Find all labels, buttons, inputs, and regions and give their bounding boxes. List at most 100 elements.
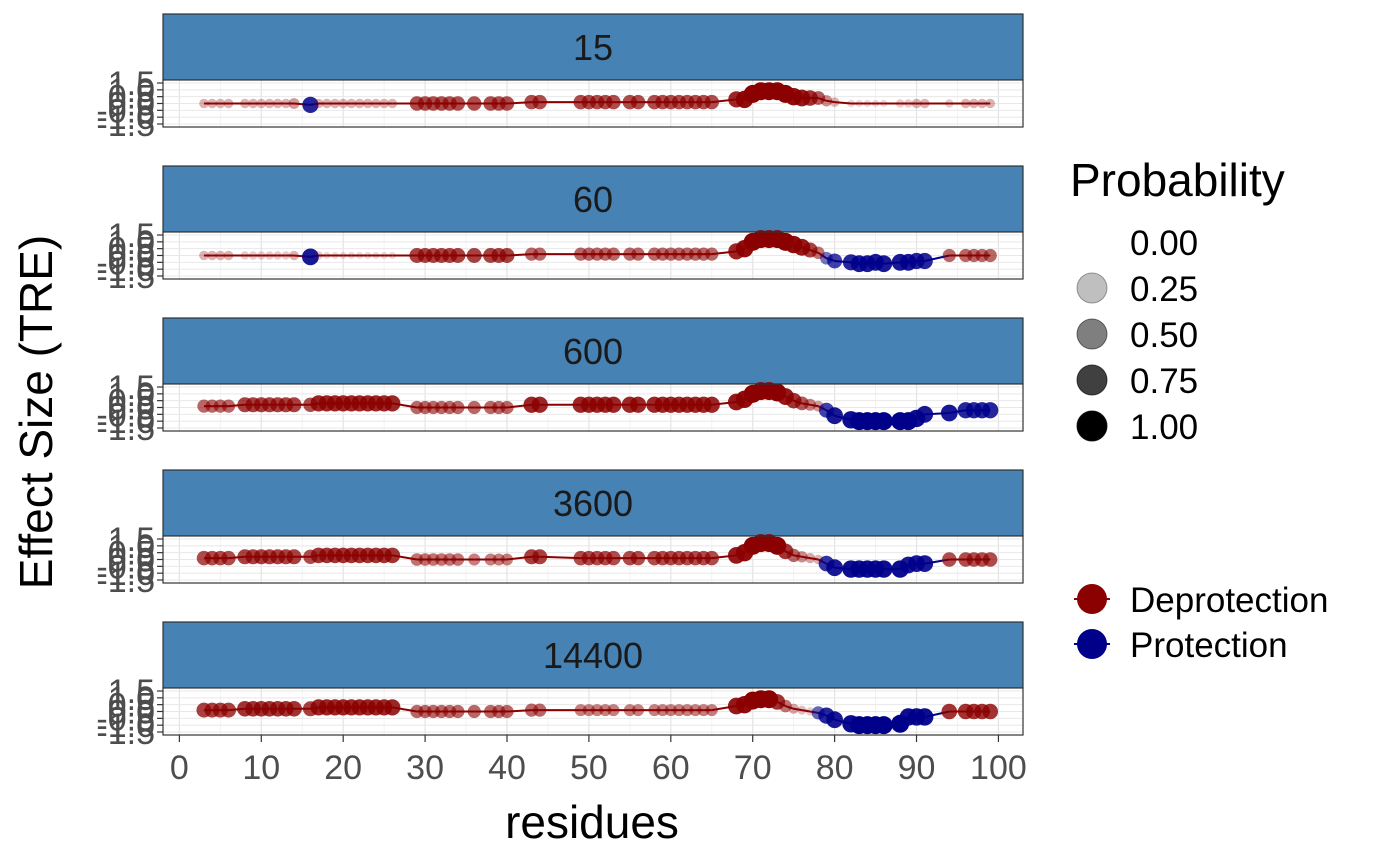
data-point (215, 250, 226, 261)
x-tick-label: 10 (242, 749, 280, 787)
legend-probability-label: 0.75 (1130, 362, 1198, 401)
y-tick-label: -1.5 (96, 106, 155, 144)
facet-strip (162, 13, 1024, 81)
y-tick-label: 0.0 (108, 86, 155, 124)
data-point (302, 248, 319, 266)
y-axis-title: Effect Size (TRE) (10, 235, 62, 589)
y-tick-label: 0.0 (108, 694, 155, 732)
series-line-segment (809, 557, 819, 561)
data-point (380, 251, 388, 260)
data-point (855, 99, 863, 108)
data-point (983, 248, 997, 263)
legend-type-label: Deprotection (1130, 581, 1328, 620)
data-point (500, 400, 514, 415)
data-point (874, 716, 893, 735)
data-point (240, 98, 250, 109)
y-tick-label: 0.5 (108, 535, 155, 573)
data-point (705, 704, 718, 717)
data-point (207, 250, 217, 261)
panel-border (162, 535, 1024, 584)
legend-type-key (1077, 629, 1107, 659)
data-point (221, 550, 236, 566)
y-tick-label: -1.0 (96, 707, 155, 745)
data-point (632, 704, 645, 717)
y-tick-label: 1.5 (108, 673, 155, 711)
data-point (314, 251, 323, 260)
data-point (265, 251, 274, 260)
data-point (916, 252, 933, 270)
data-point (257, 251, 266, 260)
data-point (286, 549, 302, 565)
y-tick-label: -0.5 (96, 548, 155, 586)
y-tick-label: -1.0 (96, 555, 155, 593)
y-tick-label: -1.5 (96, 562, 155, 600)
data-point (788, 703, 799, 714)
data-point (355, 251, 364, 260)
data-point (826, 559, 844, 577)
data-point (384, 547, 401, 564)
data-point (606, 247, 621, 261)
data-point (985, 98, 996, 109)
data-point (223, 250, 234, 261)
data-point (467, 96, 482, 111)
data-point (811, 91, 826, 105)
series-line-segment (793, 707, 803, 712)
legend-type-key (1077, 584, 1107, 614)
data-point (605, 396, 622, 413)
data-point (240, 251, 250, 260)
legend-probability-key (1076, 318, 1108, 350)
x-tick-label: 30 (406, 749, 444, 787)
series-line-segment (801, 709, 811, 713)
data-point (281, 98, 291, 109)
data-point (468, 553, 481, 566)
y-tick-label: -1.5 (96, 410, 155, 448)
data-point (704, 94, 719, 110)
data-point (631, 247, 645, 261)
data-point (248, 251, 258, 260)
x-tick-label: 100 (970, 749, 1027, 787)
data-point (499, 96, 515, 111)
data-point (797, 705, 807, 715)
data-point (221, 399, 236, 413)
data-point (272, 98, 283, 109)
data-point (467, 704, 481, 719)
y-tick-label: 0.0 (108, 238, 155, 276)
data-point (388, 251, 396, 260)
data-point (451, 704, 465, 719)
data-point (313, 98, 324, 109)
data-point (982, 402, 999, 419)
data-point (826, 711, 844, 729)
y-tick-label: 1.5 (108, 217, 155, 255)
y-tick-label: -0.5 (96, 700, 155, 738)
legend-probability-label: 0.25 (1130, 270, 1198, 309)
data-point (779, 699, 792, 713)
data-point (969, 98, 979, 109)
data-point (919, 98, 930, 109)
data-point (281, 251, 291, 260)
data-point (223, 98, 234, 109)
y-tick-label: -1.0 (96, 251, 155, 289)
data-point (895, 99, 905, 108)
data-point (354, 98, 365, 109)
data-point (941, 703, 958, 720)
data-point (207, 98, 217, 109)
data-point (871, 99, 880, 108)
data-point (703, 396, 720, 413)
data-point (904, 99, 913, 108)
x-tick-label: 40 (488, 749, 526, 787)
data-point (629, 396, 647, 413)
data-point (847, 99, 855, 108)
data-point (945, 99, 954, 108)
data-point (787, 548, 801, 563)
data-point (338, 98, 348, 109)
y-tick-label: 1.0 (108, 376, 155, 414)
data-point (331, 251, 339, 260)
data-point (364, 251, 372, 260)
x-tick-label: 20 (324, 749, 362, 787)
y-tick-label: 0.0 (108, 390, 155, 428)
x-tick-label: 70 (734, 749, 772, 787)
facet-panel-600: 600 -1.5-1.0-0.50.00.51.01.5 (96, 317, 1024, 448)
data-point (820, 95, 833, 107)
facet-panel-60: 60 -1.5-1.0-0.50.00.51.01.5 (96, 165, 1024, 296)
data-point (916, 708, 934, 726)
